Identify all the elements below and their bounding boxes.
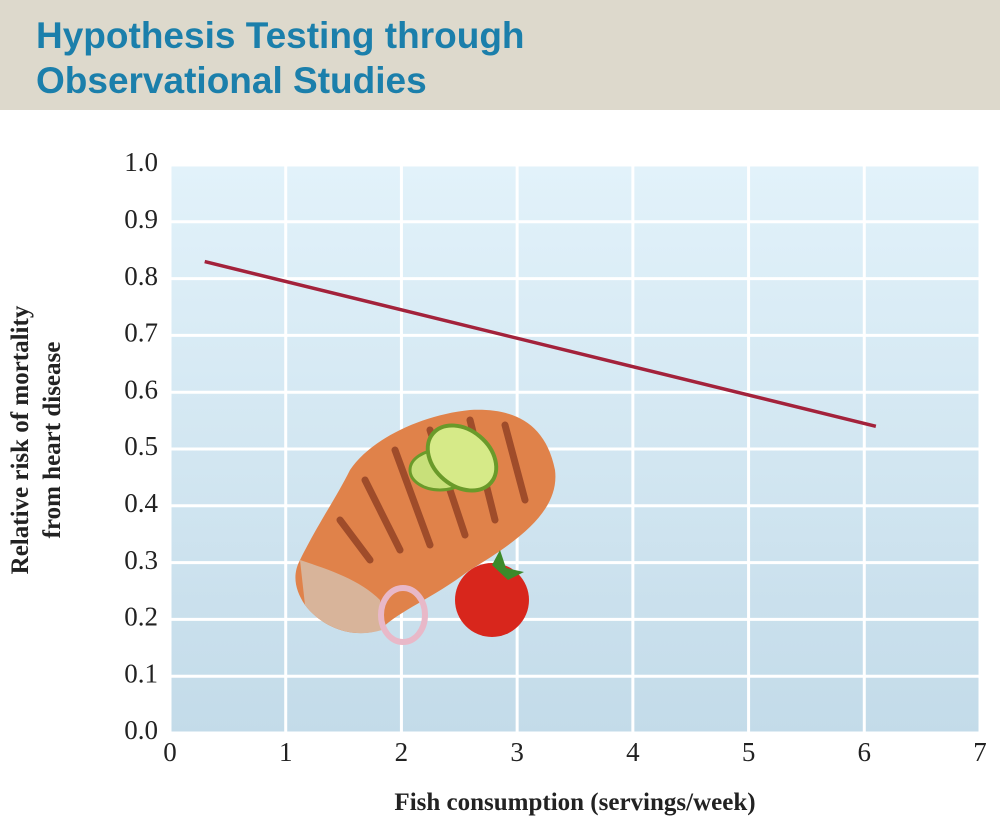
y-tick-label: 1.0 — [124, 147, 158, 177]
chart-title: Hypothesis Testing through — [36, 15, 525, 56]
y-tick-label: 0.3 — [124, 545, 158, 575]
x-tick-label: 7 — [973, 737, 987, 767]
x-tick-label: 6 — [858, 737, 872, 767]
x-tick-label: 3 — [510, 737, 524, 767]
y-axis-label: Relative risk of mortality — [7, 305, 34, 574]
x-tick-label: 1 — [279, 737, 293, 767]
chart-title: Observational Studies — [36, 60, 427, 101]
x-tick-label: 4 — [626, 737, 640, 767]
x-tick-label: 2 — [395, 737, 409, 767]
fish-illustration — [295, 409, 556, 645]
y-tick-label: 0.1 — [124, 658, 158, 688]
y-tick-label: 0.7 — [124, 318, 158, 348]
x-axis-label: Fish consumption (servings/week) — [394, 789, 755, 816]
y-tick-label: 0.2 — [124, 602, 158, 632]
y-tick-label: 0.6 — [124, 374, 158, 404]
y-tick-label: 0.0 — [124, 715, 158, 745]
y-tick-label: 0.8 — [124, 261, 158, 291]
y-tick-label: 0.9 — [124, 204, 158, 234]
data-line — [204, 259, 877, 428]
x-tick-label: 5 — [742, 737, 756, 767]
y-tick-label: 0.5 — [124, 431, 158, 461]
y-axis-label: from heart disease — [39, 342, 66, 539]
x-tick-label: 0 — [163, 737, 177, 767]
y-tick-label: 0.4 — [124, 488, 158, 518]
header-band — [0, 0, 1000, 110]
